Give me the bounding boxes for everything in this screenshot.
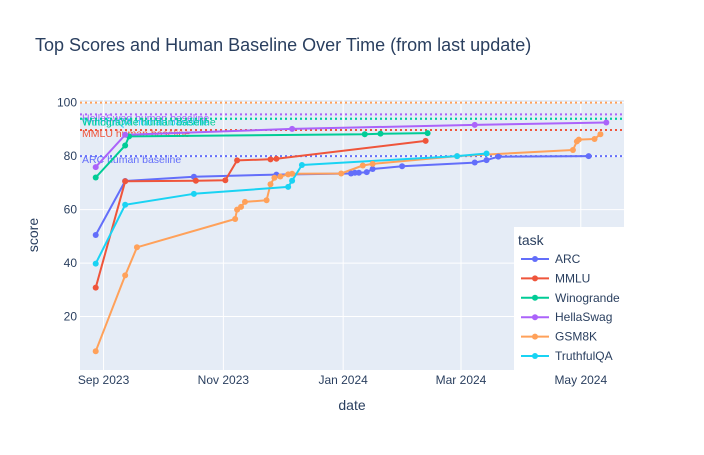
data-point	[92, 284, 99, 291]
data-point	[597, 131, 604, 138]
data-point	[355, 169, 362, 176]
y-axis-ticks: 20 40 60 80 100	[57, 96, 77, 324]
baseline-label: TruthfulQA human baseline	[82, 117, 209, 129]
data-point	[238, 203, 245, 210]
data-point	[222, 177, 229, 184]
data-point	[289, 170, 296, 177]
data-point	[92, 164, 99, 171]
data-point	[424, 130, 431, 137]
legend-marker	[532, 294, 538, 301]
data-point	[377, 130, 384, 137]
legend-title: task	[518, 232, 545, 248]
legend-item[interactable]: TruthfulQA	[521, 349, 613, 363]
x-axis-label: date	[338, 397, 365, 413]
legend-marker	[532, 353, 538, 359]
x-tick-label: Mar 2024	[436, 373, 487, 387]
legend-label: HellaSwag	[555, 310, 612, 324]
data-point	[603, 119, 610, 126]
legend-item[interactable]: HellaSwag	[521, 310, 612, 324]
y-axis-label: score	[25, 218, 41, 252]
data-point	[361, 131, 368, 138]
data-point	[122, 131, 129, 138]
legend-label: MMLU	[555, 271, 590, 285]
data-point	[483, 157, 490, 164]
legend-item[interactable]: Winogrande	[521, 291, 620, 305]
x-tick-label: Nov 2023	[198, 373, 250, 387]
data-point	[289, 125, 296, 132]
data-point	[92, 174, 99, 181]
data-point	[267, 156, 274, 163]
y-tick-label: 60	[64, 203, 78, 217]
series-line	[94, 132, 428, 179]
data-point	[92, 348, 99, 355]
y-tick-label: 100	[57, 96, 77, 110]
legend-marker	[532, 333, 538, 340]
data-point	[471, 121, 478, 128]
data-point	[483, 150, 490, 157]
legend-item[interactable]: GSM8K	[521, 330, 597, 344]
data-point	[471, 159, 478, 166]
data-point	[122, 178, 129, 185]
data-point	[363, 169, 370, 176]
chart-title: Top Scores and Human Baseline Over Time …	[35, 35, 531, 55]
data-point	[338, 170, 345, 177]
data-point	[232, 215, 239, 222]
x-axis-ticks: Sep 2023 Nov 2023 Jan 2024 Mar 2024 May 2024	[78, 373, 608, 387]
data-point	[241, 198, 248, 205]
data-point	[569, 146, 576, 153]
data-point	[133, 244, 140, 251]
x-tick-label: May 2024	[554, 373, 607, 387]
data-point	[298, 161, 305, 168]
legend-items: ARC MMLU Winogrande HellaSwag GSM8K TruthfulQ…	[521, 252, 620, 363]
data-point	[422, 137, 429, 144]
data-point	[122, 142, 129, 149]
legend-item[interactable]: ARC	[521, 252, 581, 266]
legend-label: ARC	[555, 252, 581, 266]
y-tick-label: 20	[64, 310, 78, 324]
data-point	[369, 165, 376, 172]
data-point	[495, 153, 502, 160]
legend-marker	[532, 275, 538, 282]
legend-marker	[532, 256, 538, 262]
data-point	[192, 177, 199, 184]
data-point	[369, 160, 376, 167]
data-point	[289, 177, 296, 184]
series-line	[94, 152, 487, 265]
data-point	[122, 272, 129, 279]
legend: task ARC MMLU Winogrande HellaSwag GSM8K Trut…	[514, 227, 624, 370]
data-point	[234, 157, 241, 164]
data-point	[271, 174, 278, 181]
data-point	[273, 155, 280, 162]
data-point	[122, 201, 129, 208]
data-point	[92, 260, 99, 267]
data-point	[399, 163, 406, 170]
baseline-label: Winogrande human baseline	[82, 117, 216, 129]
series-points	[92, 119, 610, 355]
data-point	[277, 173, 284, 180]
baseline-label: ARC human baseline	[82, 154, 181, 166]
data-point	[585, 153, 592, 160]
x-tick-label: Jan 2024	[318, 373, 368, 387]
data-point	[190, 190, 197, 197]
data-point	[359, 162, 366, 169]
legend-label: GSM8K	[555, 330, 597, 344]
legend-marker	[532, 314, 538, 321]
x-tick-label: Sep 2023	[78, 373, 130, 387]
y-tick-label: 40	[64, 256, 78, 270]
data-point	[263, 197, 270, 204]
legend-item[interactable]: MMLU	[521, 271, 590, 285]
data-point	[285, 183, 292, 190]
data-point	[591, 136, 598, 143]
legend-label: Winogrande	[555, 291, 620, 305]
legend-label: TruthfulQA	[555, 349, 613, 363]
y-tick-label: 80	[64, 149, 78, 163]
data-point	[267, 181, 274, 188]
data-point	[575, 136, 582, 143]
data-point	[92, 232, 99, 238]
series-line	[94, 133, 602, 352]
data-point	[454, 153, 461, 160]
